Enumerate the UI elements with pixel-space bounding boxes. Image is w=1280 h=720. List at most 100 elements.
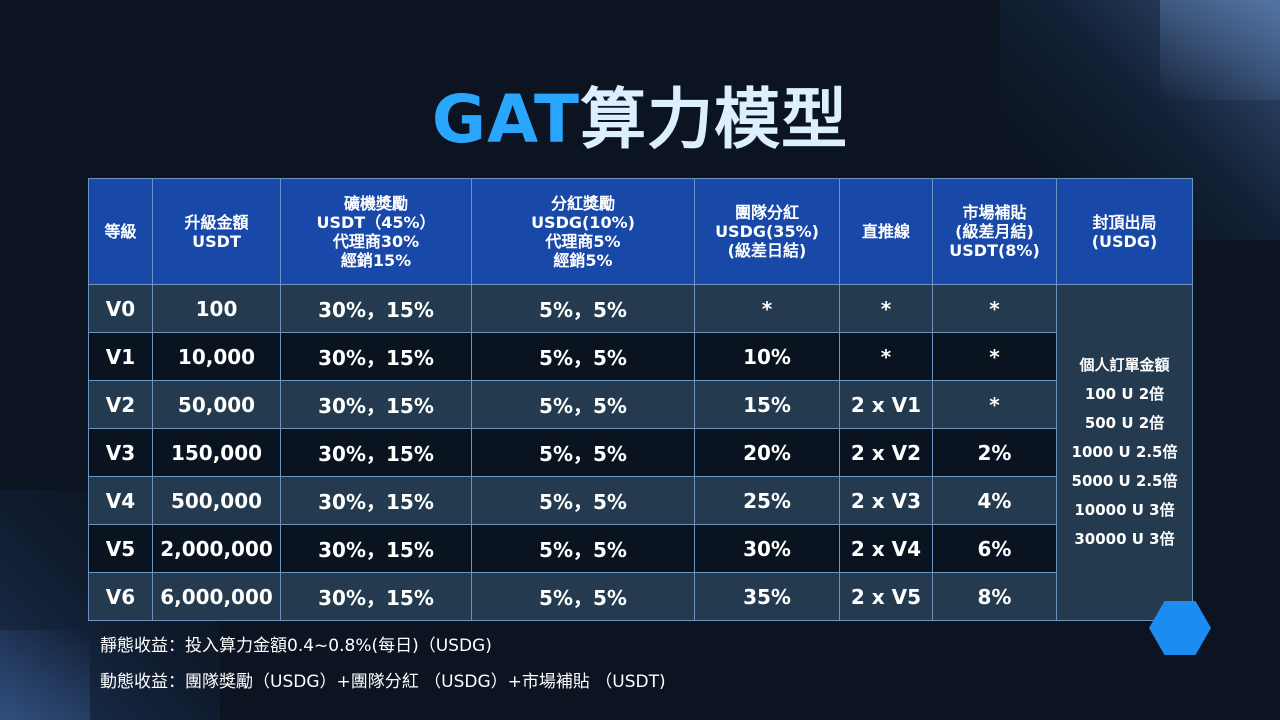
table-cell: V2 xyxy=(88,380,153,429)
cap-exit-line: 30000 U 3倍 xyxy=(1074,530,1175,548)
table-row: V1 10,000 30%，15% 5%，5% 10% * * xyxy=(88,332,1193,381)
column-header-line: 升級金額 xyxy=(184,212,249,232)
column-header-line: 代理商5% xyxy=(545,231,621,251)
column-header: 分紅獎勵 USDG(10%) 代理商5% 經銷5% xyxy=(471,178,695,285)
table-cell: 6,000,000 xyxy=(152,572,281,621)
table-cell: 35% xyxy=(694,572,840,621)
column-header-line: (USDG) xyxy=(1091,231,1158,251)
column-header-line: USDT xyxy=(192,231,241,251)
table-cell: 100 xyxy=(152,284,281,333)
table-cell: 5%，5% xyxy=(471,380,695,429)
table-cell: 30%，15% xyxy=(280,332,472,381)
table-cell: 15% xyxy=(694,380,840,429)
column-header-line: USDT（45%） xyxy=(316,212,436,232)
cap-exit-line: 5000 U 2.5倍 xyxy=(1071,472,1178,490)
table-cell: V5 xyxy=(88,524,153,573)
table-cell: 4% xyxy=(932,476,1057,525)
table-cell: 2% xyxy=(932,428,1057,477)
column-header-line: 分紅獎勵 xyxy=(550,193,615,213)
cap-exit-line: 100 U 2倍 xyxy=(1084,385,1165,403)
column-header-line: 直推線 xyxy=(861,222,910,241)
table-cell: 2 x V1 xyxy=(839,380,933,429)
table-cell: 5%，5% xyxy=(471,572,695,621)
slide-title-main: 算力模型 xyxy=(580,81,849,158)
table-cell: 50,000 xyxy=(152,380,281,429)
table-cell: 5%，5% xyxy=(471,284,695,333)
slide-title-prefix: GAT xyxy=(431,81,581,158)
table-cell: 5%，5% xyxy=(471,524,695,573)
cap-exit-line: 個人訂單金額 xyxy=(1079,356,1170,374)
table-cell: 150,000 xyxy=(152,428,281,477)
table-cell: 2,000,000 xyxy=(152,524,281,573)
column-header-line: 經銷15% xyxy=(340,250,412,270)
cap-exit-line: 1000 U 2.5倍 xyxy=(1071,443,1178,461)
table-cell: 2 x V5 xyxy=(839,572,933,621)
column-header-line: 市場補貼 xyxy=(962,203,1027,222)
table-cell: 10,000 xyxy=(152,332,281,381)
column-header-line: USDT(8%) xyxy=(949,241,1040,260)
slide-title: GAT算力模型 xyxy=(0,78,1280,162)
table-cell: * xyxy=(839,284,933,333)
column-header: 直推線 xyxy=(839,178,933,285)
column-header-line: 代理商30% xyxy=(332,231,420,251)
column-header-line: 礦機獎勵 xyxy=(343,193,408,213)
table-row: V0 100 30%，15% 5%，5% * * * 個人訂單金額 100 U 2倍 500 U … xyxy=(88,284,1193,621)
table-cell: 5%，5% xyxy=(471,332,695,381)
column-header: 礦機獎勵 USDT（45%） 代理商30% 經銷15% xyxy=(280,178,472,285)
table-cell: * xyxy=(694,284,840,333)
table-cell: V4 xyxy=(88,476,153,525)
table-row: V3 150,000 30%，15% 5%，5% 20% 2 x V2 2% xyxy=(88,428,1193,477)
table-cell: 30% xyxy=(694,524,840,573)
table-header-row: 等級 升級金額 USDT 礦機獎勵 USDT（45%） 代理商30% 經銷15% 分紅獎勵 US… xyxy=(88,178,1193,285)
column-header-line: 經銷5% xyxy=(553,250,613,270)
table-cell: * xyxy=(839,332,933,381)
table-cell: 5%，5% xyxy=(471,428,695,477)
background-glow-top-right-inner xyxy=(1160,0,1280,100)
table-cell: * xyxy=(932,284,1057,333)
table-cell: 30%，15% xyxy=(280,284,472,333)
table-cell: 30%，15% xyxy=(280,572,472,621)
column-header: 等級 xyxy=(88,178,153,285)
table-row: V6 6,000,000 30%，15% 5%，5% 35% 2 x V5 8% xyxy=(88,572,1193,621)
table-cell: 2 x V2 xyxy=(839,428,933,477)
table-cell: V0 xyxy=(88,284,153,333)
table-cell: 20% xyxy=(694,428,840,477)
table-cell: V3 xyxy=(88,428,153,477)
column-header: 封頂出局 (USDG) xyxy=(1056,178,1193,285)
background-glow-bottom-left-inner xyxy=(0,630,90,720)
table-cell: 2 x V3 xyxy=(839,476,933,525)
column-header: 團隊分紅 USDG(35%) (級差日結) xyxy=(694,178,840,285)
column-header-line: 團隊分紅 xyxy=(734,203,799,222)
table-cell: 30%，15% xyxy=(280,428,472,477)
column-header: 市場補貼 (級差月結) USDT(8%) xyxy=(932,178,1057,285)
table-row: V5 2,000,000 30%，15% 5%，5% 30% 2 x V4 6% xyxy=(88,524,1193,573)
table-body: V0 100 30%，15% 5%，5% * * * 個人訂單金額 100 U 2倍 500 U … xyxy=(88,284,1193,621)
table-cell: 500,000 xyxy=(152,476,281,525)
cap-exit-line: 10000 U 3倍 xyxy=(1074,501,1175,519)
column-header: 升級金額 USDT xyxy=(152,178,281,285)
column-header-line: (級差月結) xyxy=(955,222,1034,241)
table-cell: 6% xyxy=(932,524,1057,573)
table-cell: * xyxy=(932,380,1057,429)
table-cell: 30%，15% xyxy=(280,524,472,573)
table-cell: 10% xyxy=(694,332,840,381)
table-cell: 8% xyxy=(932,572,1057,621)
column-header-line: 等級 xyxy=(104,222,137,241)
hexagon-icon xyxy=(1149,601,1211,655)
table-cell: V1 xyxy=(88,332,153,381)
table-cell: V6 xyxy=(88,572,153,621)
static-income-note: 靜態收益：投入算力金額0.4~0.8%(每日)（USDG) xyxy=(100,636,492,656)
compute-power-model-table: 等級 升級金額 USDT 礦機獎勵 USDT（45%） 代理商30% 經銷15% 分紅獎勵 US… xyxy=(88,178,1193,621)
cap-exit-line: 500 U 2倍 xyxy=(1084,414,1165,432)
table-cell: 2 x V4 xyxy=(839,524,933,573)
table-row: V2 50,000 30%，15% 5%，5% 15% 2 x V1 * xyxy=(88,380,1193,429)
dynamic-income-note: 動態收益：團隊獎勵（USDG）+團隊分紅 （USDG）+市場補貼 （USDT) xyxy=(100,672,666,692)
column-header-line: USDG(10%) xyxy=(531,212,635,232)
column-header-line: 封頂出局 xyxy=(1092,212,1157,232)
table-cell: 30%，15% xyxy=(280,476,472,525)
column-header-line: (級差日結) xyxy=(727,241,807,260)
table-cell: 25% xyxy=(694,476,840,525)
table-row: V4 500,000 30%，15% 5%，5% 25% 2 x V3 4% xyxy=(88,476,1193,525)
column-header-line: USDG(35%) xyxy=(715,222,819,241)
table-cell: 30%，15% xyxy=(280,380,472,429)
